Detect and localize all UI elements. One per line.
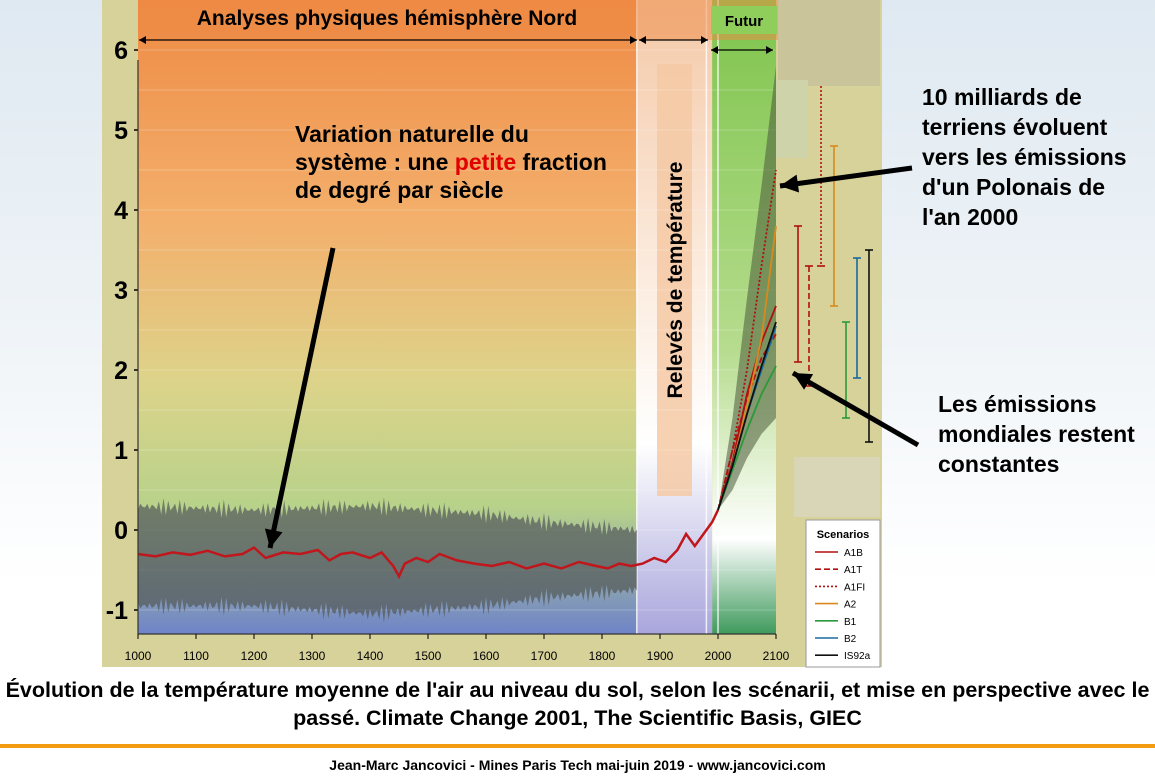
period-bands: [138, 0, 776, 634]
x-tick-label: 1600: [473, 649, 500, 663]
y-tick-label: 1: [114, 437, 128, 465]
scenario-line-A1FI: [717, 169, 777, 511]
legend-title: Scenarios: [817, 529, 870, 541]
legend-box: [805, 519, 881, 668]
legend: Scenarios A1B A1T A1FI A2 B1 B2 IS92a: [805, 519, 881, 668]
y-tick-label: -1: [106, 597, 128, 625]
right-panel-box: [794, 457, 880, 517]
y-tick-label: 4: [114, 197, 128, 225]
period-label-1: Relevés de température: [664, 162, 687, 399]
x-tick-label: 1300: [299, 649, 326, 663]
y-tick-label: 3: [114, 277, 128, 305]
historical-series: [137, 509, 720, 580]
historical-line: [137, 509, 720, 580]
period-label-box: [657, 64, 692, 496]
x-tick-label: 1100: [183, 649, 209, 663]
scenario-range-bars: [776, 0, 880, 517]
annotation-natural-variation: Variation naturelle du système : une pet…: [295, 120, 625, 204]
x-tick-label: 1500: [415, 649, 442, 663]
arrow-poland-head: [780, 174, 800, 193]
x-tick-label: 1700: [531, 649, 558, 663]
annotation-arrows: [264, 165, 920, 549]
figure-caption: Évolution de la température moyenne de l…: [5, 678, 1150, 730]
period-span-2-head: [766, 46, 773, 54]
period-label-2-bg: [711, 6, 777, 34]
right-panel-box: [776, 80, 808, 158]
legend-entry-B2: B2: [844, 634, 857, 645]
annotation-constant-emissions: Les émissions mondiales restent constant…: [938, 391, 1135, 477]
axes: 6 5 4 3 2 1 0 -1 1000 1100 1200 1300 1400 1500 1600 170…: [106, 37, 790, 663]
period-label-2: Futur: [725, 13, 763, 30]
x-tick-label: 1400: [357, 649, 384, 663]
annotation-natural-before: Variation naturelle du système : une: [295, 121, 529, 176]
x-tick-label: 1900: [647, 649, 674, 663]
x-tick-label: 1000: [125, 649, 152, 663]
x-tick-label: 1200: [241, 649, 268, 663]
period-span-0-head: [139, 36, 146, 44]
scenario-lines: [717, 169, 777, 511]
footer: Jean-Marc Jancovici - Mines Paris Tech m…: [329, 757, 826, 773]
projection-area: [718, 66, 776, 510]
x-tick-label: 2000: [705, 649, 732, 663]
arrow-constant: [791, 370, 920, 448]
legend-entry-A1T: A1T: [844, 565, 862, 576]
legend-entry-IS92a: IS92a: [844, 651, 871, 662]
scenario-line-IS92a: [717, 321, 777, 511]
legend-entry-B1: B1: [844, 617, 857, 628]
right-panel-box: [778, 0, 880, 86]
period-labels: Analyses physiques hémisphère Nord Futur R…: [139, 6, 777, 398]
period-span-1-head: [639, 36, 646, 44]
arrow-natural-variation-head: [264, 528, 283, 548]
period-span-2-head: [711, 46, 718, 54]
annotation-natural-after: fraction de degré par siècle: [295, 149, 607, 204]
annotation-natural-highlight: petite: [454, 149, 517, 176]
annotation-poland: 10 milliards de terriens évoluent vers l…: [922, 84, 1127, 230]
y-tick-label: 5: [114, 117, 128, 145]
x-tick-label: 1800: [589, 649, 616, 663]
legend-entry-A1B: A1B: [844, 548, 863, 559]
x-tick-label: 2100: [763, 649, 790, 663]
period-span-1-head: [701, 36, 708, 44]
period-label-0: Analyses physiques hémisphère Nord: [197, 7, 577, 30]
arrow-natural-variation: [267, 247, 336, 549]
legend-entry-A2: A2: [844, 600, 857, 611]
caption-divider: [0, 744, 1155, 748]
period-span-0-head: [630, 36, 637, 44]
y-tick-label: 2: [114, 357, 128, 385]
y-tick-label: 0: [114, 517, 128, 545]
chart-top-strip: [138, 0, 778, 40]
arrow-poland: [779, 165, 913, 189]
projection-envelope: [718, 66, 776, 510]
y-tick-label: 6: [114, 37, 128, 65]
legend-entry-A1FI: A1FI: [844, 582, 865, 593]
arrow-constant-head: [793, 373, 814, 390]
